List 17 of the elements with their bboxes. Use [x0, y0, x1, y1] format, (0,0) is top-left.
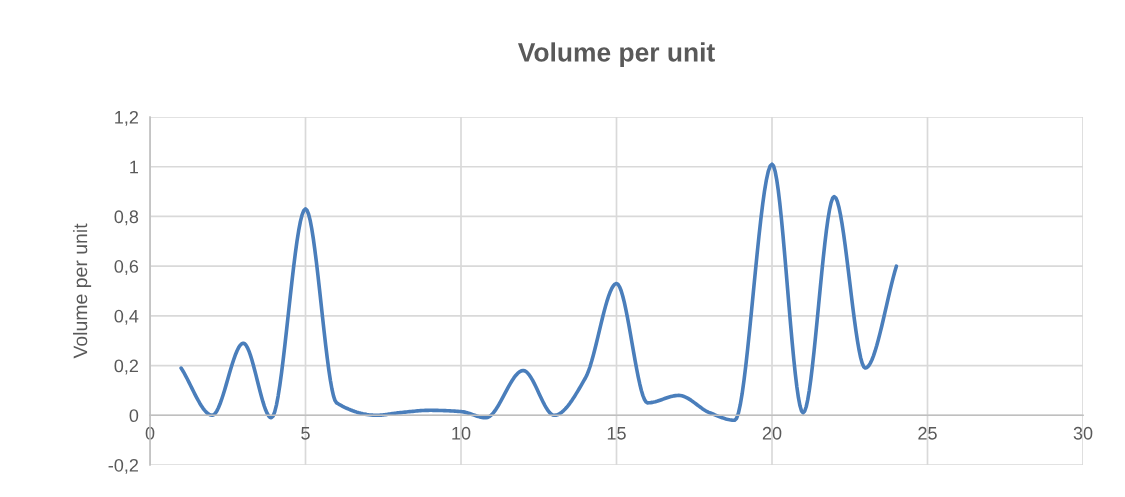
y-tick-label: -0,2 [108, 458, 138, 474]
y-tick-label: 1,2 [115, 110, 138, 126]
x-tick-label: 15 [607, 427, 626, 440]
x-tick-label: 30 [1073, 426, 1093, 440]
x-tick-label: 20 [762, 426, 782, 440]
y-tick-label: 1 [130, 160, 139, 174]
x-tick-label: 10 [452, 426, 471, 440]
y-tick-label: 0,2 [114, 359, 138, 375]
y-tick-label: 0,8 [114, 210, 139, 226]
x-tick-label: 5 [301, 427, 310, 440]
y-tick-label: 0,4 [114, 309, 139, 325]
x-tick-label: 25 [918, 426, 937, 440]
y-axis-title: Volume per unit [72, 223, 92, 359]
chart-title: Volume per unit [517, 42, 715, 67]
y-tick-label: 0,6 [114, 260, 139, 275]
y-tick-label: 0 [129, 409, 139, 423]
x-tick-label: 0 [145, 426, 155, 440]
